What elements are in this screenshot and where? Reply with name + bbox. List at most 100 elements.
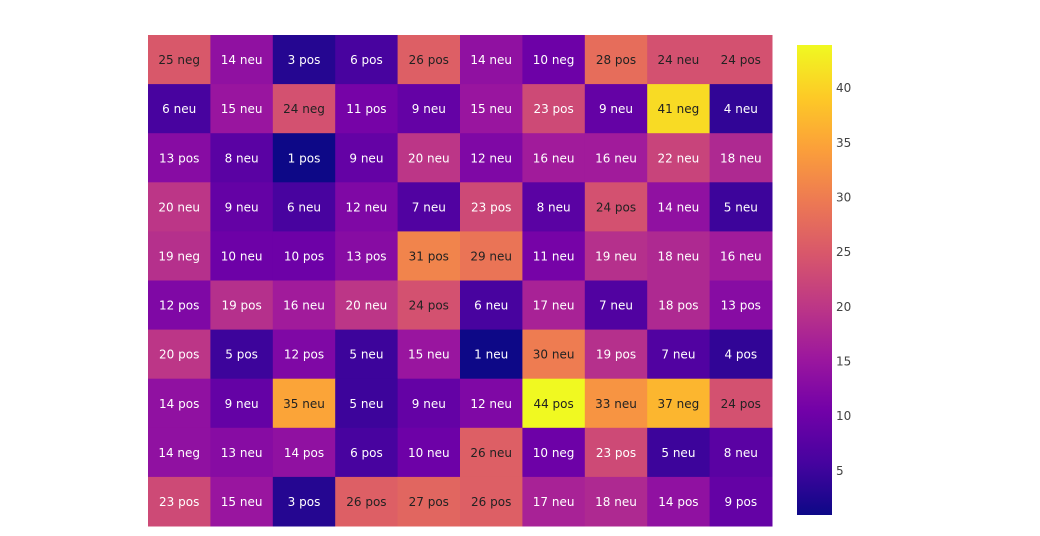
- cell-label: 13 pos: [159, 151, 199, 165]
- cell-label: 6 neu: [287, 200, 321, 214]
- cell-label: 35 neu: [283, 397, 325, 411]
- heatmap-cell: [709, 280, 773, 331]
- heatmap-cell: [522, 427, 586, 478]
- cell-label: 17 neu: [533, 495, 575, 509]
- cell-label: 9 neu: [225, 200, 259, 214]
- cell-label: 14 pos: [159, 397, 199, 411]
- heatmap-cell: [584, 133, 648, 183]
- heatmap-cell: [647, 231, 711, 281]
- heatmap-cell: [460, 378, 523, 429]
- cell-label: 5 neu: [349, 397, 383, 411]
- heatmap-cell: [584, 231, 648, 281]
- heatmap-cell: [584, 182, 648, 232]
- cell-label: 7 neu: [599, 299, 633, 313]
- heatmap-cell: [709, 476, 773, 527]
- cell-label: 16 neu: [283, 299, 325, 313]
- cell-label: 10 neg: [533, 53, 575, 67]
- heatmap-cell: [210, 378, 274, 429]
- heatmap-cell: [460, 231, 523, 281]
- colorbar-tick-label: 30: [836, 191, 851, 205]
- cell-label: 12 pos: [284, 348, 324, 362]
- cell-label: 22 neu: [658, 151, 700, 165]
- cell-label: 15 neu: [221, 102, 263, 116]
- cell-label: 33 neu: [595, 397, 637, 411]
- heatmap-cell: [460, 182, 523, 232]
- cell-label: 14 pos: [658, 495, 698, 509]
- cell-label: 9 neu: [599, 102, 633, 116]
- cell-label: 26 pos: [346, 495, 386, 509]
- heatmap-cell: [522, 133, 586, 183]
- cell-label: 10 neg: [533, 446, 575, 460]
- cell-label: 18 neu: [595, 495, 637, 509]
- heatmap-cell: [584, 84, 648, 134]
- cell-label: 14 neg: [158, 446, 200, 460]
- heatmap-cell: [335, 231, 399, 281]
- heatmap-cell: [460, 329, 523, 380]
- heatmap-cell: [272, 182, 336, 232]
- heatmap-cell: [397, 476, 461, 527]
- heatmap-cell: [335, 182, 399, 232]
- cell-label: 10 neu: [408, 446, 450, 460]
- cell-label: 9 neu: [412, 102, 446, 116]
- cell-label: 13 pos: [346, 249, 386, 263]
- heatmap-cell: [460, 133, 523, 183]
- heatmap-cell: [522, 476, 586, 527]
- heatmap-cell: [397, 378, 461, 429]
- cell-label: 5 neu: [661, 446, 695, 460]
- cell-label: 24 pos: [721, 397, 761, 411]
- cell-label: 14 neu: [221, 53, 263, 67]
- heatmap-cell: [709, 182, 773, 232]
- cell-label: 15 neu: [470, 102, 512, 116]
- heatmap-cell: [709, 133, 773, 183]
- heatmap-cell: [584, 35, 648, 85]
- cell-label: 23 pos: [159, 495, 199, 509]
- cell-label: 7 neu: [412, 200, 446, 214]
- heatmap-cell: [148, 427, 211, 478]
- cell-label: 12 neu: [470, 151, 512, 165]
- cell-label: 29 neu: [470, 249, 512, 263]
- heatmap-cell: [584, 329, 648, 380]
- heatmap-cell: [335, 133, 399, 183]
- cell-label: 19 pos: [596, 348, 636, 362]
- heatmap-cell: [647, 476, 711, 527]
- heatmap-cell: [148, 182, 211, 232]
- heatmap-cell: [272, 378, 336, 429]
- cell-label: 3 pos: [288, 495, 321, 509]
- heatmap-cell: [522, 84, 586, 134]
- heatmap-cell: [210, 476, 274, 527]
- cell-label: 11 pos: [346, 102, 386, 116]
- heatmap-cell: [335, 378, 399, 429]
- heatmap-cell: [584, 280, 648, 331]
- heatmap-cell: [210, 329, 274, 380]
- cell-label: 5 neu: [724, 200, 758, 214]
- heatmap-cell: [148, 378, 211, 429]
- cell-label: 26 neu: [470, 446, 512, 460]
- heatmap-cell: [272, 84, 336, 134]
- cell-label: 20 neu: [408, 151, 450, 165]
- heatmap-cell: [148, 329, 211, 380]
- cell-label: 12 neu: [470, 397, 512, 411]
- cell-label: 26 pos: [471, 495, 511, 509]
- colorbar-tick-label: 10: [836, 409, 851, 423]
- heatmap-cell: [709, 84, 773, 134]
- cell-label: 7 neu: [661, 348, 695, 362]
- heatmap-cell: [647, 133, 711, 183]
- cell-label: 3 pos: [288, 53, 321, 67]
- colorbar-tick-label: 15: [836, 354, 851, 368]
- cell-label: 15 neu: [408, 348, 450, 362]
- cell-label: 24 pos: [721, 53, 761, 67]
- cell-label: 9 pos: [724, 495, 757, 509]
- cell-label: 24 neu: [658, 53, 700, 67]
- heatmap-cell: [272, 280, 336, 331]
- cell-label: 5 neu: [349, 348, 383, 362]
- heatmap-cell: [210, 231, 274, 281]
- cell-label: 16 neu: [533, 151, 575, 165]
- heatmap-cell: [460, 35, 523, 85]
- heatmap-cell: [272, 35, 336, 85]
- cell-label: 14 neu: [658, 200, 700, 214]
- colorbar-tick-label: 40: [836, 81, 851, 95]
- cell-label: 6 pos: [350, 446, 383, 460]
- heatmap-cell: [647, 84, 711, 134]
- heatmap-cell: [647, 427, 711, 478]
- cell-label: 5 pos: [225, 348, 258, 362]
